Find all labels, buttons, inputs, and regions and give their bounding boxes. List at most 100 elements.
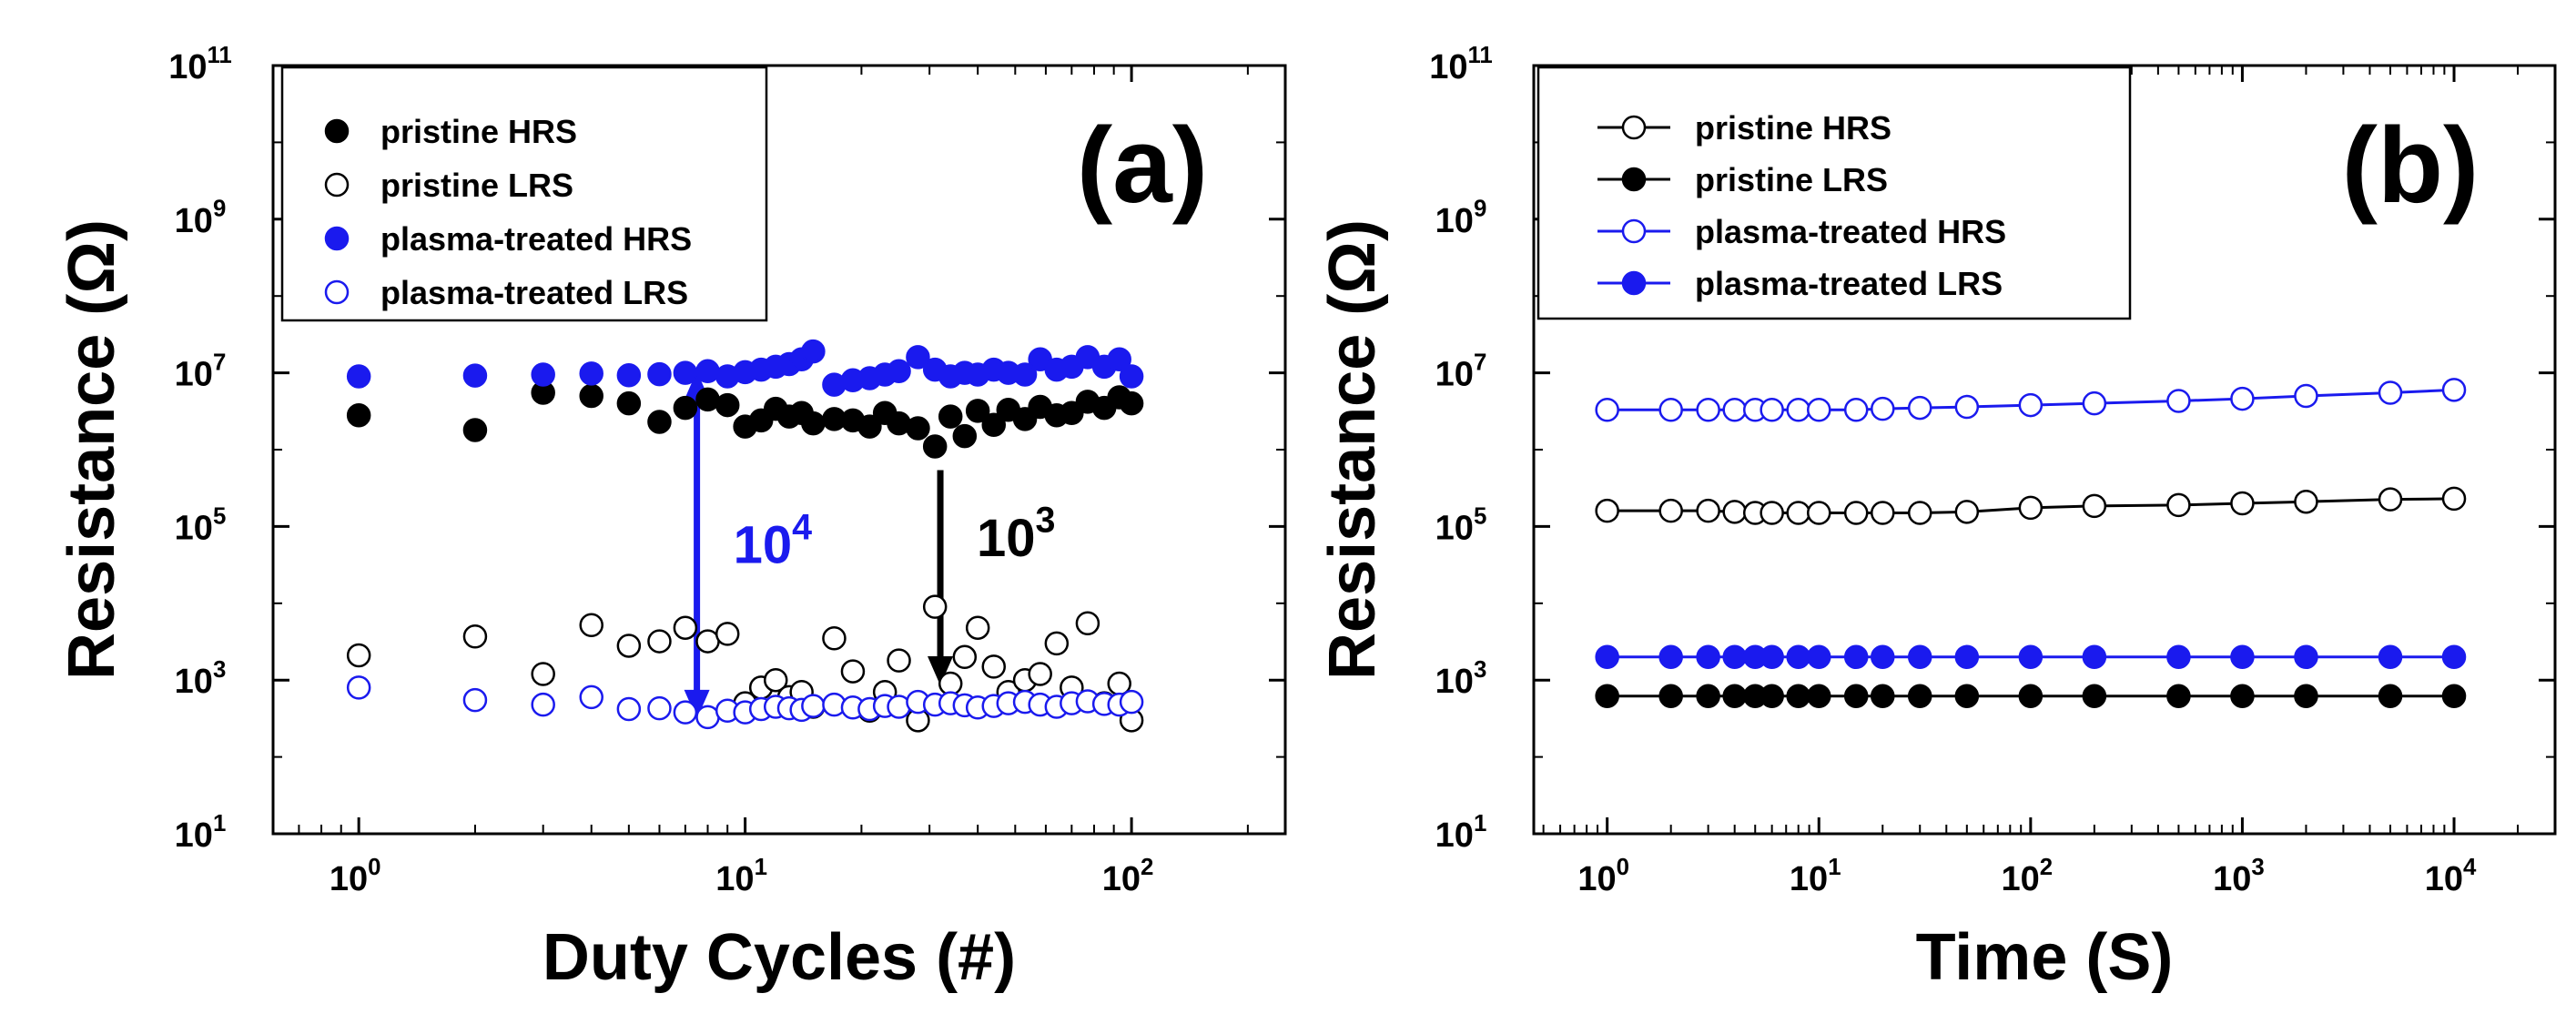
data-point xyxy=(1722,644,1747,670)
data-point xyxy=(715,392,740,418)
data-point xyxy=(1786,684,1810,708)
data-point xyxy=(1028,662,1052,686)
data-point xyxy=(1658,397,1683,422)
data-point xyxy=(965,399,990,423)
data-point xyxy=(2441,684,2467,708)
panel-label: (a) xyxy=(1077,106,1208,226)
legend-label: plasma-treated LRS xyxy=(380,274,688,311)
data-point xyxy=(1696,397,1720,422)
data-point xyxy=(1658,498,1683,523)
data-point xyxy=(1843,684,1869,708)
data-point xyxy=(1786,501,1810,525)
data-point xyxy=(531,692,555,717)
legend-marker xyxy=(1621,167,1647,192)
data-point xyxy=(1954,500,1980,524)
ratio-label: 103 xyxy=(977,501,1055,568)
data-point xyxy=(1075,611,1100,635)
arrow-head-down xyxy=(928,656,954,686)
data-point xyxy=(1871,644,1895,670)
data-point xyxy=(346,403,371,428)
legend-label: pristine HRS xyxy=(1695,109,1891,147)
legend-label: pristine HRS xyxy=(380,113,577,150)
data-point xyxy=(2294,489,2318,514)
data-point xyxy=(1595,498,1619,523)
data-point xyxy=(2082,644,2107,670)
data-point xyxy=(1012,362,1038,387)
legend-marker xyxy=(324,226,350,251)
data-point xyxy=(346,675,371,700)
legend-marker xyxy=(1621,115,1647,140)
data-point xyxy=(2166,644,2191,670)
data-point xyxy=(1954,644,1980,670)
x-tick-label: 100 xyxy=(1577,855,1629,898)
data-point xyxy=(1696,684,1720,708)
data-point xyxy=(906,416,930,441)
data-point xyxy=(616,363,642,388)
data-point xyxy=(981,412,1006,438)
data-point xyxy=(2230,644,2255,670)
y-tick-label: 103 xyxy=(1435,657,1487,701)
data-point xyxy=(965,615,990,640)
data-point xyxy=(673,360,698,385)
data-point xyxy=(673,395,698,421)
data-point xyxy=(2230,684,2255,708)
data-point xyxy=(801,694,826,718)
x-tick-label: 102 xyxy=(2002,855,2054,898)
data-point xyxy=(2166,389,2191,413)
legend-marker xyxy=(1621,218,1647,244)
data-point xyxy=(673,700,698,725)
data-point xyxy=(2018,495,2044,521)
data-point xyxy=(952,644,978,670)
data-point xyxy=(1107,347,1131,371)
chart-panel-a: 100 101 102 101 103 105 107 109 1011 Duty Cycles … xyxy=(56,43,1287,994)
data-point xyxy=(1907,395,1932,421)
x-axis-title: Time (S) xyxy=(1916,921,2174,994)
data-point xyxy=(1907,501,1932,525)
data-point xyxy=(857,414,882,439)
y-tick-label: 107 xyxy=(1435,350,1487,394)
data-point xyxy=(922,434,948,459)
data-point xyxy=(647,361,672,387)
data-point xyxy=(647,629,672,654)
data-point xyxy=(1807,684,1831,708)
data-point xyxy=(1871,396,1895,421)
data-point xyxy=(1807,501,1831,525)
data-point xyxy=(1954,684,1980,708)
data-point xyxy=(579,684,603,710)
series-pristine-hrs xyxy=(346,380,1144,459)
data-point xyxy=(763,667,788,693)
data-point xyxy=(647,695,672,721)
data-point xyxy=(1843,501,1869,525)
data-point xyxy=(2294,383,2318,409)
data-point xyxy=(1786,644,1810,670)
data-point xyxy=(2294,684,2318,708)
data-point xyxy=(1119,390,1144,416)
data-point xyxy=(1658,684,1683,708)
series-plasma-treated-hrs xyxy=(346,339,1144,397)
x-tick-label: 102 xyxy=(1102,855,1154,898)
data-point xyxy=(616,390,642,416)
data-point xyxy=(1760,397,1784,422)
data-point xyxy=(346,364,371,389)
series-plasma-treated-hrs xyxy=(1595,378,2467,422)
data-point xyxy=(462,418,488,442)
data-point xyxy=(2378,380,2403,405)
data-point xyxy=(1760,501,1784,525)
y-tick-label: 107 xyxy=(175,350,227,394)
data-point xyxy=(2082,390,2107,416)
data-point xyxy=(715,622,740,646)
data-point xyxy=(1786,397,1810,422)
panel-label: (b) xyxy=(2342,106,2480,226)
data-point xyxy=(1119,689,1144,715)
data-point xyxy=(531,362,555,387)
data-point xyxy=(1807,644,1831,670)
data-point xyxy=(801,411,826,436)
data-point xyxy=(2378,487,2403,512)
data-point xyxy=(579,613,603,638)
data-point xyxy=(2230,386,2255,411)
chart-panel-b: 100 101 102 103 104 101 103 105 107 109 1011 Time (… xyxy=(1316,43,2557,994)
y-axis: 101 103 105 107 109 1011 xyxy=(168,43,1285,855)
ratio-annotation: 104 xyxy=(684,370,812,719)
y-tick-label: 105 xyxy=(1435,503,1487,547)
x-tick-label: 101 xyxy=(715,855,767,898)
